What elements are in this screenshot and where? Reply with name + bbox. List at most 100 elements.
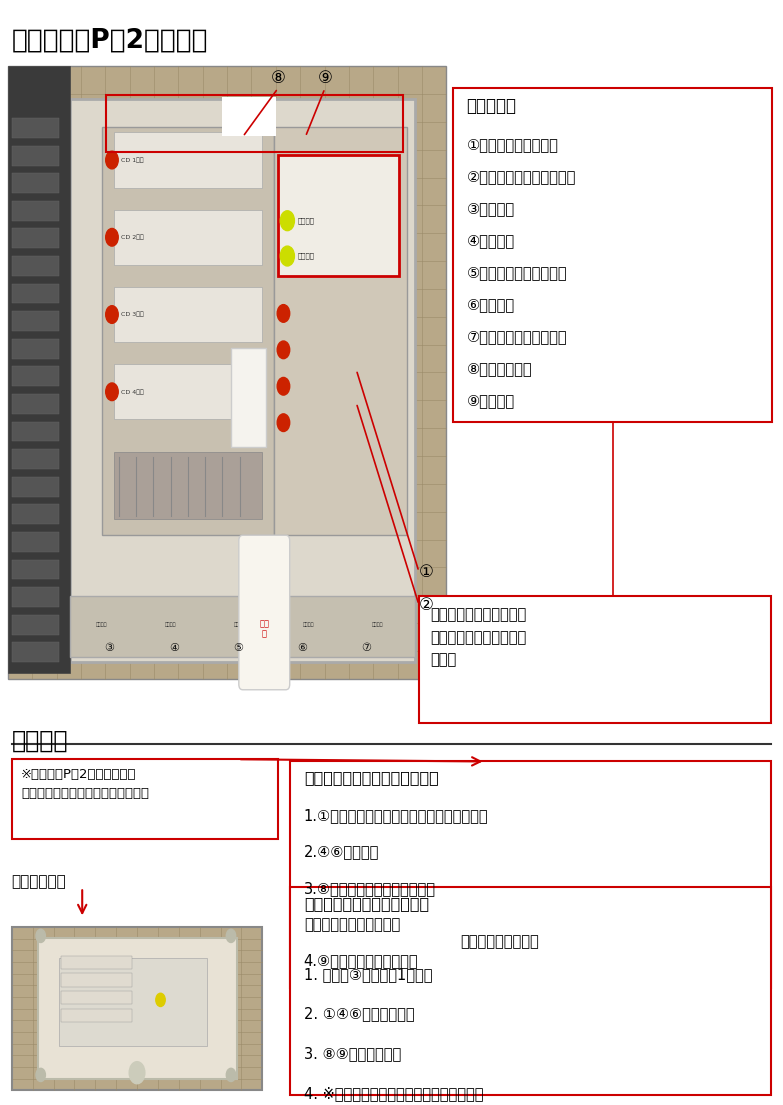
Circle shape [280, 211, 294, 231]
Text: 電池試験: 電池試験 [372, 622, 383, 628]
Text: 交流電源: 交流電源 [298, 218, 315, 224]
Text: ⑦電池試験（使わない）: ⑦電池試験（使わない） [467, 329, 568, 344]
Bar [59, 958, 207, 1046]
Bar [8, 66, 70, 673]
Text: 火災復旧: 火災復旧 [96, 622, 107, 628]
Bar [453, 88, 772, 422]
Text: 点検終了時（受信機を復旧）: 点検終了時（受信機を復旧） [304, 896, 429, 912]
Bar [114, 133, 262, 188]
Text: 1. 最初に③（復旧）1回押す: 1. 最初に③（復旧）1回押す [304, 967, 432, 981]
Text: CD 1　閉: CD 1 閉 [121, 157, 144, 162]
FancyBboxPatch shape [239, 535, 290, 690]
Text: 4.⑨（蓄積解除）を下ろす: 4.⑨（蓄積解除）を下ろす [304, 954, 418, 968]
Bar [12, 587, 59, 607]
Text: 3.⑧（保守スイッチ）を下ろす: 3.⑧（保守スイッチ）を下ろす [304, 881, 436, 896]
Text: ⑨: ⑨ [318, 70, 332, 87]
Text: 交流電源、回路電圧だけ
が点いているときが正常
な状態: 交流電源、回路電圧だけ が点いているときが正常 な状態 [431, 607, 527, 667]
Text: 1.①を下ろす（点検中プレートを差し込む）: 1.①を下ろす（点検中プレートを差し込む） [304, 808, 489, 823]
Text: CD 2　閉: CD 2 閉 [121, 234, 144, 240]
Circle shape [156, 993, 165, 1007]
Circle shape [277, 305, 290, 323]
Bar [114, 287, 262, 343]
Circle shape [106, 383, 118, 401]
Bar [61, 991, 132, 1004]
Text: ⑤: ⑤ [233, 643, 243, 653]
Circle shape [277, 341, 290, 359]
Bar [12, 146, 59, 166]
Bar [61, 956, 132, 969]
Text: 2. ①④⑥を上に上げる: 2. ①④⑥を上に上げる [304, 1007, 414, 1021]
Bar [290, 761, 771, 988]
Bar [12, 229, 59, 249]
Text: ④: ④ [169, 643, 179, 653]
Text: ②: ② [419, 596, 434, 613]
Bar [70, 596, 415, 656]
Text: 2.④⑥を下ろす: 2.④⑥を下ろす [304, 844, 379, 860]
Circle shape [226, 929, 236, 943]
Bar [12, 367, 59, 387]
Bar [12, 559, 59, 579]
Text: （元の状態に戻す）: （元の状態に戻す） [460, 934, 539, 949]
Bar [222, 97, 276, 136]
Bar [12, 476, 59, 496]
Text: ⑨蓄積解除: ⑨蓄積解除 [467, 393, 514, 408]
Text: 試験復旧: 試験復旧 [303, 622, 314, 628]
Text: 3. ⑧⑨を上に上げる: 3. ⑧⑨を上に上げる [304, 1046, 401, 1061]
Bar [12, 614, 59, 634]
Text: 回路電圧: 回路電圧 [298, 253, 315, 260]
Text: ④移報停止: ④移報停止 [467, 233, 514, 248]
Text: ボタン種類: ボタン種類 [467, 97, 517, 115]
Text: 4. ※赤いランプが点いていないことを確認: 4. ※赤いランプが点いていないことを確認 [304, 1086, 483, 1101]
Bar [12, 118, 59, 138]
Bar [12, 394, 59, 414]
Bar [8, 66, 446, 678]
Bar [12, 449, 59, 469]
Bar [114, 365, 262, 420]
Text: ③火災復旧: ③火災復旧 [467, 201, 514, 215]
Text: ニッタン　P型2級受信機: ニッタン P型2級受信機 [12, 28, 208, 53]
Circle shape [36, 929, 45, 943]
Circle shape [36, 1069, 45, 1082]
Bar [38, 938, 237, 1080]
Circle shape [106, 229, 118, 246]
Text: ⑧保守スイッチ: ⑧保守スイッチ [467, 361, 532, 376]
Bar [106, 95, 403, 152]
Text: ①音響（定位・停止）: ①音響（定位・停止） [467, 137, 558, 151]
Bar [231, 348, 266, 446]
Bar [12, 759, 278, 839]
Bar [12, 339, 59, 359]
Bar [12, 504, 59, 524]
Bar [12, 422, 59, 441]
Text: ⑥試験復旧: ⑥試験復旧 [467, 297, 514, 312]
Bar [12, 642, 59, 662]
Bar [114, 210, 262, 265]
Text: 点検
中: 点検 中 [259, 620, 269, 639]
Text: ⑦: ⑦ [362, 643, 371, 653]
Text: ②地区音響（定位・停止）: ②地区音響（定位・停止） [467, 169, 576, 183]
Text: 操作手順: 操作手順 [12, 728, 68, 753]
Bar [278, 155, 399, 276]
Circle shape [129, 1062, 145, 1084]
Text: ⑤火災試験（使わない）: ⑤火災試験（使わない） [467, 265, 568, 280]
Bar [114, 452, 262, 518]
Circle shape [226, 1069, 236, 1082]
Text: ※ニッタンP型2級受信機は、
最初に受信機の蓋を外しましょう。: ※ニッタンP型2級受信機は、 最初に受信機の蓋を外しましょう。 [21, 768, 149, 800]
Text: ①: ① [419, 562, 434, 580]
Text: CD 3　閉: CD 3 閉 [121, 312, 144, 317]
Bar [12, 532, 59, 551]
Text: 火災試験: 火災試験 [234, 622, 245, 628]
Bar [274, 127, 407, 535]
Circle shape [277, 378, 290, 396]
Text: （地区音響が止まる）: （地区音響が止まる） [304, 917, 400, 933]
Bar [12, 312, 59, 332]
Text: 移報停止: 移報停止 [165, 622, 176, 628]
Text: CD 4　閉: CD 4 閉 [121, 389, 144, 394]
Bar [12, 201, 59, 221]
Text: ⑥: ⑥ [298, 643, 307, 653]
Bar [419, 596, 771, 723]
Bar [61, 974, 132, 987]
Bar [61, 1009, 132, 1022]
Circle shape [106, 151, 118, 169]
Bar [12, 256, 59, 276]
Circle shape [106, 306, 118, 324]
